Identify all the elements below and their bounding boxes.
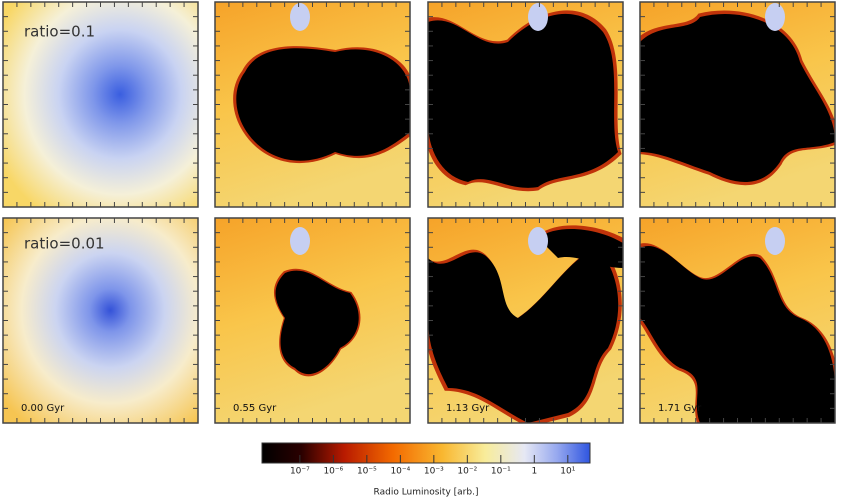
- bright-spot: [290, 227, 310, 255]
- dark-region: [538, 228, 623, 268]
- bright-spot: [290, 3, 310, 31]
- colorbar: [261, 442, 591, 464]
- colorbar-tick-label: 10⁻⁴: [390, 467, 410, 477]
- colorbar-tick-label: 10⁻³: [424, 467, 444, 477]
- colorbar-tick-label: 10⁻¹: [491, 467, 511, 477]
- colorbar-tick-label: 1: [531, 467, 537, 477]
- dark-region: [640, 245, 835, 423]
- dark-region: [275, 270, 359, 375]
- dark-region: [428, 248, 619, 423]
- simulation-panel: [215, 2, 410, 207]
- colorbar-tick-label: 10⁻²: [457, 467, 477, 477]
- simulation-panel: [3, 2, 198, 207]
- panel-grid: [2, 1, 836, 424]
- colorbar-tick-label: 10⁻⁶: [323, 467, 343, 477]
- time-label: 1.71 Gyr: [658, 403, 702, 414]
- simulation-panel: [428, 218, 623, 423]
- colorbar-tick-label: 10⁻⁵: [357, 467, 377, 477]
- dark-region: [236, 48, 410, 161]
- simulation-panel: [640, 218, 835, 423]
- bright-spot: [765, 227, 785, 255]
- dark-region: [428, 13, 618, 188]
- time-label: 0.00 Gyr: [21, 403, 65, 414]
- time-label: 0.55 Gyr: [233, 403, 277, 414]
- colorbar-tick-label: 10¹: [560, 467, 575, 477]
- time-label: 1.13 Gyr: [446, 403, 490, 414]
- simulation-panel: [3, 218, 198, 423]
- simulation-panel: [428, 2, 623, 207]
- row-label: ratio=0.01: [24, 235, 105, 253]
- panel-image: [3, 2, 198, 207]
- row-label: ratio=0.1: [24, 23, 95, 41]
- colorbar-tick-label: 10⁻⁷: [290, 467, 310, 477]
- panel-image: [3, 218, 198, 423]
- colorbar-label: Radio Luminosity [arb.]: [374, 488, 479, 498]
- simulation-panel: [640, 2, 835, 207]
- simulation-panel: [215, 218, 410, 423]
- dark-region: [640, 14, 835, 182]
- bright-spot: [528, 227, 548, 255]
- bright-spot: [528, 3, 548, 31]
- bright-spot: [765, 3, 785, 31]
